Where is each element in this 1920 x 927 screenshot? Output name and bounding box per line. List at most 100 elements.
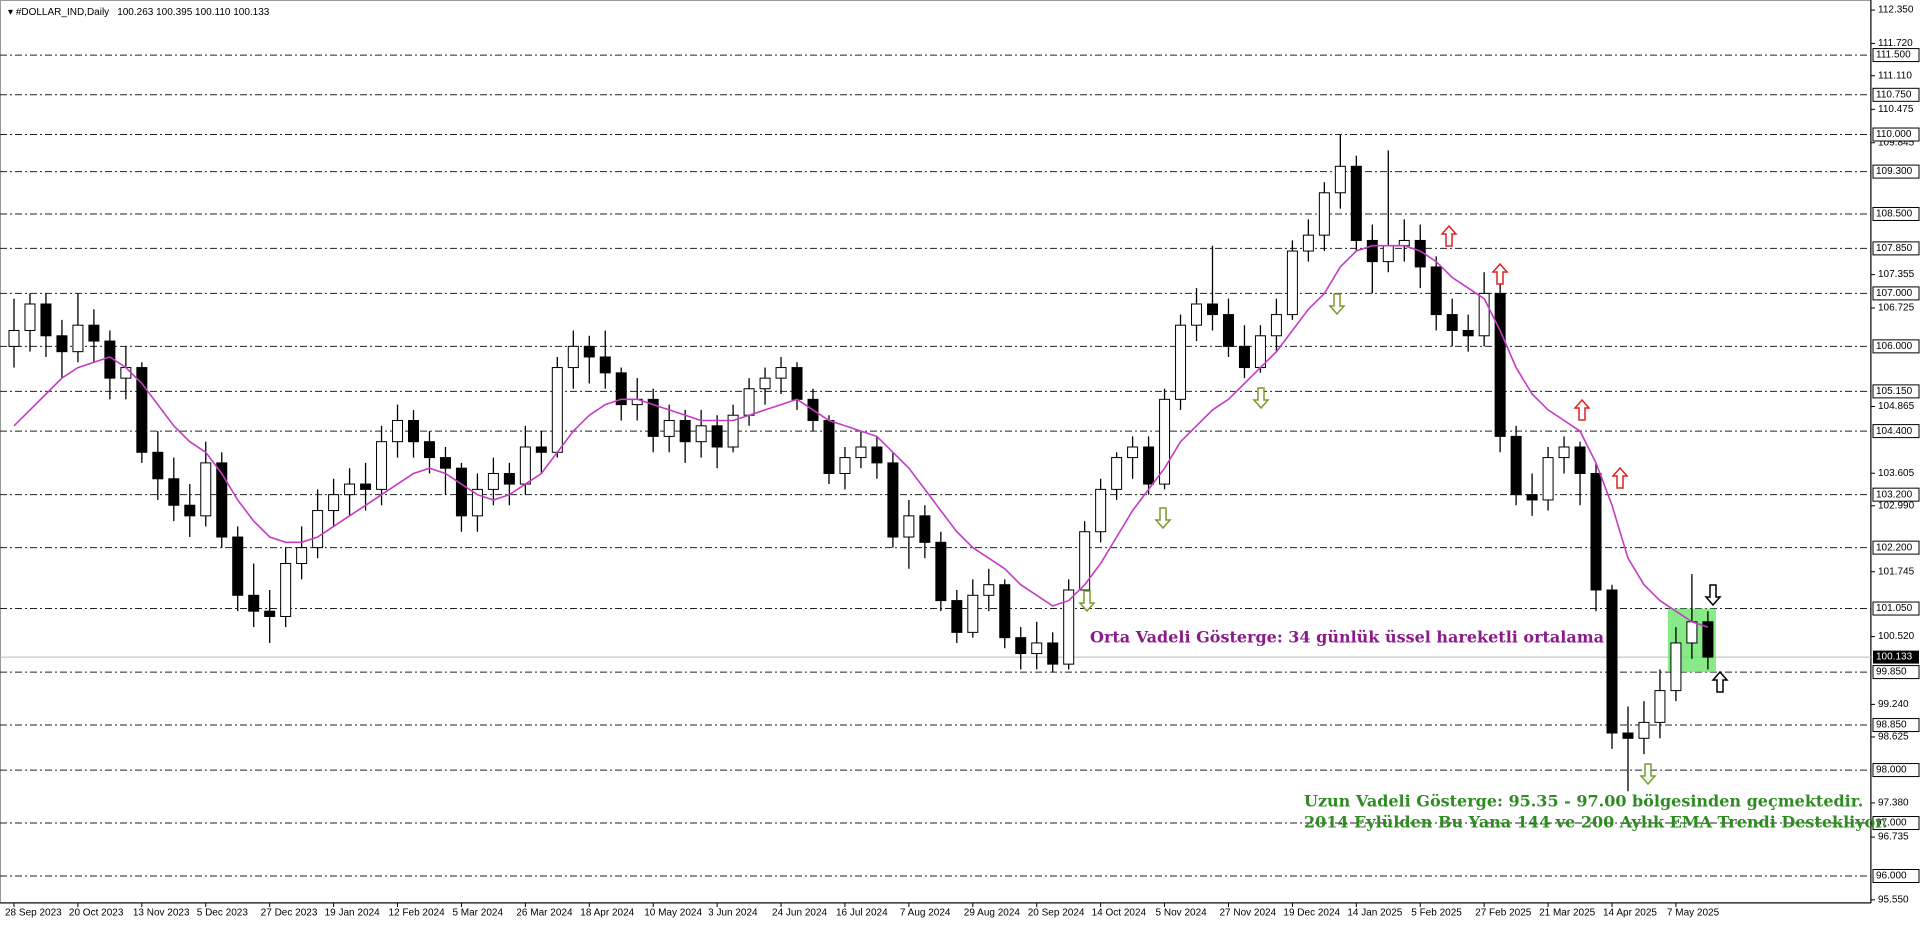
- x-tick-label: 27 Dec 2023: [261, 908, 318, 919]
- candle-body: [344, 483, 356, 496]
- candle-body: [1063, 589, 1075, 665]
- candle-body: [1015, 637, 1027, 655]
- x-tick-label: 27 Feb 2025: [1475, 908, 1532, 919]
- candle-body: [152, 451, 164, 480]
- candle-body: [1031, 642, 1043, 655]
- candle-body: [935, 541, 947, 602]
- candle-body: [1478, 292, 1490, 337]
- level-label-box: [1872, 816, 1920, 831]
- level-label-box: [1872, 206, 1920, 221]
- candle-body: [1159, 398, 1171, 485]
- level-label: 98.850: [1876, 720, 1907, 731]
- ema-line: [13, 244, 1709, 628]
- y-tick-label: 107.355: [1878, 269, 1915, 280]
- level-label-box: [1872, 601, 1920, 616]
- y-tick-label: 99.240: [1878, 699, 1909, 710]
- candle-body: [503, 472, 515, 485]
- candle-body: [1207, 303, 1218, 316]
- y-tick-label: 106.725: [1878, 303, 1915, 314]
- candle-body: [455, 467, 467, 517]
- down-arrow: [1440, 224, 1458, 247]
- candle-body: [232, 536, 244, 596]
- candle-body: [1526, 494, 1538, 501]
- y-tick-label: 110.475: [1878, 104, 1914, 115]
- candle-body: [967, 594, 979, 633]
- level-label: 105.150: [1876, 386, 1913, 397]
- candle-body: [1127, 446, 1139, 459]
- level-label-box: [1872, 424, 1920, 439]
- candle-body: [1191, 303, 1203, 326]
- candle-body: [471, 488, 483, 517]
- level-label-box: [1872, 665, 1920, 680]
- annotation-long-term: Uzun Vadeli Gösterge: 95.35 - 97.00 bölg…: [1304, 792, 1863, 811]
- up-arrow: [1639, 763, 1657, 786]
- x-tick-label: 14 Jan 2025: [1347, 908, 1402, 919]
- chart-title: ▾ #DOLLAR_IND,Daily 100.263 100.395 100.1…: [8, 7, 270, 18]
- candle-body: [1334, 165, 1346, 194]
- y-tick-label: 109.845: [1878, 137, 1915, 148]
- candle-body: [823, 420, 835, 474]
- menu-triangle: ▾: [8, 7, 16, 18]
- y-tick-label: 98.625: [1878, 732, 1909, 743]
- level-label: 108.500: [1876, 209, 1913, 220]
- x-tick-label: 20 Oct 2023: [69, 908, 124, 919]
- up-arrow: [1154, 507, 1172, 530]
- candle-body: [1510, 435, 1522, 496]
- level-label-box: [1872, 718, 1920, 733]
- current-price-box: [1873, 650, 1919, 664]
- candle-body: [1047, 642, 1059, 665]
- x-tick-label: 24 Jun 2024: [772, 908, 827, 919]
- x-tick-label: 13 Nov 2023: [133, 908, 190, 919]
- candle-body: [1302, 234, 1314, 252]
- candle-body: [1558, 446, 1570, 459]
- level-label: 107.000: [1876, 288, 1913, 299]
- x-tick-label: 7 May 2025: [1667, 908, 1720, 919]
- annotation-medium-term: Orta Vadeli Gösterge: 34 günlük üssel ha…: [1090, 628, 1604, 647]
- y-tick-label: 111.110: [1878, 70, 1912, 81]
- candle-body: [1686, 621, 1698, 644]
- level-label: 104.400: [1876, 426, 1913, 437]
- candle-body: [1494, 292, 1506, 437]
- x-tick-label: 27 Nov 2024: [1219, 908, 1276, 919]
- candle-body: [280, 563, 292, 617]
- x-tick-label: 28 Sep 2023: [5, 908, 62, 919]
- y-tick-label: 104.865: [1878, 401, 1915, 412]
- candle-body: [1111, 457, 1123, 490]
- candle-body: [24, 303, 36, 331]
- x-tick-label: 19 Jan 2024: [325, 908, 380, 919]
- up-arrow: [1078, 590, 1096, 613]
- y-tick-label: 95.550: [1878, 894, 1909, 905]
- candle-body: [983, 584, 995, 596]
- x-tick-label: 5 Mar 2024: [452, 908, 503, 919]
- candle-body: [855, 446, 867, 459]
- candle-body: [567, 345, 579, 369]
- x-tick-label: 26 Mar 2024: [516, 908, 573, 919]
- y-tick-label: 97.380: [1878, 798, 1909, 809]
- level-label: 110.750: [1876, 89, 1912, 100]
- x-tick-label: 5 Feb 2025: [1411, 908, 1462, 919]
- candle-body: [40, 303, 52, 337]
- up-arrow: [1252, 387, 1270, 410]
- level-label-box: [1872, 286, 1920, 301]
- level-label: 102.200: [1876, 542, 1913, 553]
- x-tick-label: 5 Nov 2024: [1156, 908, 1208, 919]
- candle-body: [487, 472, 499, 490]
- candle-body: [1143, 446, 1155, 485]
- level-label: 96.000: [1876, 871, 1907, 882]
- candle-body: [264, 610, 276, 617]
- candle-body: [1079, 531, 1091, 591]
- candle-body: [1318, 192, 1330, 236]
- annotation-long-term-2: 2014 Eylülden Bu Yana 144 ve 200 Aylık E…: [1304, 813, 1888, 832]
- x-tick-label: 14 Oct 2024: [1092, 908, 1147, 919]
- x-tick-label: 18 Apr 2024: [580, 908, 634, 919]
- candle-body: [711, 425, 723, 448]
- candle-body: [599, 356, 611, 374]
- level-label-box: [1872, 339, 1920, 354]
- candle-body: [88, 324, 100, 342]
- candle-body: [919, 515, 931, 543]
- candle-body: [999, 584, 1011, 639]
- candle-body: [1286, 250, 1298, 316]
- candle-body: [951, 600, 963, 633]
- candle-body: [1542, 457, 1554, 501]
- candle-body: [1638, 721, 1650, 739]
